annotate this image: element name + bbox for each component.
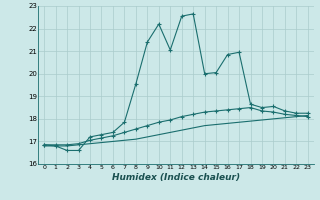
X-axis label: Humidex (Indice chaleur): Humidex (Indice chaleur) (112, 173, 240, 182)
